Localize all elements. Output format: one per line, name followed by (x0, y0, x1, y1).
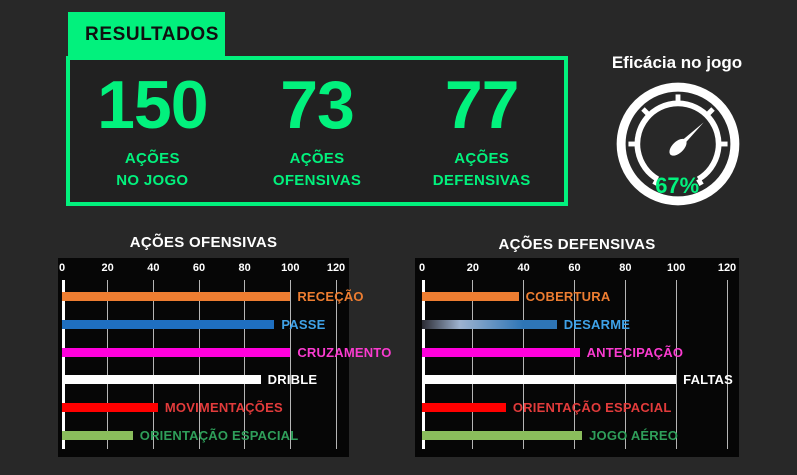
axis-tick-label: 0 (418, 262, 426, 274)
results-tab: RESULTADOS (68, 12, 225, 57)
gauge-needle (669, 122, 704, 156)
results-tab-label: RESULTADOS (85, 23, 220, 45)
stat-defensive-actions-value: 77 (444, 66, 520, 143)
bar-row: RECEÇÃO (62, 283, 364, 311)
bar-label: FALTAS (683, 372, 733, 388)
x-axis: 0 20 40 60 80 100 120 (418, 262, 736, 276)
bar-label: CRUZAMENTO (297, 344, 392, 360)
axis-tick-label: 20 (466, 262, 479, 274)
bar-row: ANTECIPAÇÃO (422, 338, 727, 366)
y-axis-line (62, 280, 65, 449)
gauge-value-label: 67% (655, 173, 699, 198)
bar-jogo-a-reo (422, 430, 583, 440)
axis-tick-label: 60 (192, 262, 206, 274)
stat-total-actions: 150 AÇÕES NO JOGO (70, 60, 235, 202)
bar-rows: COBERTURA DESARME ANTECIPAÇÃO FALTAS ORIENTA… (422, 283, 733, 449)
stat-total-actions-label: AÇÕES NO JOGO (116, 149, 189, 189)
stat-offensive-actions-value: 73 (280, 66, 355, 143)
gridline (472, 280, 474, 449)
bar-label: JOGO AÉREO (589, 427, 679, 443)
bar-row: COBERTURA (422, 283, 727, 311)
gridline (675, 280, 677, 449)
chart-track: 0 20 40 60 80 100 120 RECEÇÃO PASSE CRUZAMENTO DR… (58, 258, 391, 457)
bar-antecipa-o (422, 347, 580, 357)
bar-label: PASSE (281, 317, 326, 332)
stat-offensive-actions: 73 AÇÕES OFENSIVAS (235, 60, 400, 202)
bar-label: DESARME (563, 317, 631, 332)
stat-defensive-actions: 77 AÇÕES DEFENSIVAS (399, 60, 564, 202)
gridline (335, 280, 337, 449)
bar-row: ORIENTAÇÃO ESPACIAL (422, 394, 727, 422)
axis-tick-label: 0 (58, 262, 66, 274)
gridline (244, 280, 246, 449)
bar-passe (62, 320, 275, 329)
bar-label: ORIENTAÇÃO ESPACIAL (139, 427, 299, 443)
offensive-chart-title: AÇÕES OFENSIVAS (129, 234, 278, 251)
axis-tick-label: 40 (517, 262, 530, 274)
axis-tick-label: 40 (147, 262, 160, 274)
bar-row: CRUZAMENTO (62, 338, 391, 366)
bar-label: MOVIMENTAÇÕES (164, 400, 283, 416)
gridline (624, 280, 626, 449)
stat-total-actions-value: 150 (97, 66, 208, 143)
axis-tick-label: 100 (281, 262, 300, 274)
bar-row: FALTAS (422, 366, 733, 394)
axis-tick-label: 80 (619, 262, 632, 274)
bar-row: DRIBLE (62, 366, 336, 394)
speedometer-gauge-icon: 67% (616, 82, 740, 206)
axis-tick-label: 20 (101, 262, 114, 274)
gridline (289, 280, 291, 449)
bar-faltas (422, 375, 677, 385)
bar-cruzamento (62, 347, 291, 357)
offensive-actions-chart: 0 20 40 60 80 100 120 RECEÇÃO PASSE CRUZAMENTO DR… (58, 258, 391, 457)
chart-track: 0 20 40 60 80 100 120 COBERTURA DESARME ANTECIPA… (418, 258, 736, 457)
bar-row: JOGO AÉREO (422, 421, 727, 449)
gridline (152, 280, 154, 449)
gauge-tick-marks (628, 94, 728, 187)
y-axis-line (422, 280, 425, 449)
bar-label: RECEÇÃO (297, 289, 364, 305)
defensive-chart-title: AÇÕES DEFENSIVAS (498, 236, 656, 253)
bar-orienta-o-espacial (422, 403, 506, 413)
gridlines (62, 280, 337, 449)
stat-defensive-actions-label: AÇÕES DEFENSIVAS (432, 149, 531, 189)
bar-label: COBERTURA (525, 289, 611, 305)
gauge-inner-arc (634, 100, 722, 182)
bar-orienta-o-espacial (62, 430, 133, 440)
bar-row: MOVIMENTAÇÕES (62, 394, 336, 422)
axis-tick-label: 60 (568, 262, 581, 274)
bar-row: ORIENTAÇÃO ESPACIAL (62, 421, 336, 449)
gridline (574, 280, 575, 449)
axis-tick-label: 100 (666, 262, 686, 274)
gridline (198, 280, 200, 449)
axis-tick-label: 120 (326, 262, 346, 274)
axis-tick-label: 120 (717, 262, 737, 274)
bar-drible (62, 375, 261, 385)
bar-rece-o (62, 292, 291, 302)
gridline (726, 280, 728, 449)
results-summary-panel: 150 AÇÕES NO JOGO 73 AÇÕES OFENSIVAS 77 … (66, 56, 568, 206)
bar-label: ORIENTAÇÃO ESPACIAL (512, 400, 672, 416)
axis-tick-label: 80 (238, 262, 251, 274)
bar-movimenta-es (62, 403, 158, 413)
stat-offensive-actions-label: AÇÕES OFENSIVAS (272, 149, 362, 189)
bar-row: PASSE (62, 311, 336, 339)
bar-desarme (422, 320, 557, 329)
gauge-title: Eficácia no jogo (611, 53, 743, 72)
gauge-outer-ring (616, 82, 740, 206)
gridline (523, 280, 525, 449)
bar-cobertura (422, 292, 519, 302)
bar-rows: RECEÇÃO PASSE CRUZAMENTO DRIBLE MOVIMENTAÇÕE… (62, 283, 391, 449)
bar-row: DESARME (422, 311, 727, 339)
x-axis: 0 20 40 60 80 100 120 (58, 262, 345, 276)
bar-label: ANTECIPAÇÃO (586, 344, 684, 360)
gridline (107, 280, 109, 449)
defensive-actions-chart: 0 20 40 60 80 100 120 COBERTURA DESARME ANTECIPA… (415, 258, 739, 457)
bar-label: DRIBLE (267, 372, 318, 388)
gridlines (422, 280, 728, 449)
